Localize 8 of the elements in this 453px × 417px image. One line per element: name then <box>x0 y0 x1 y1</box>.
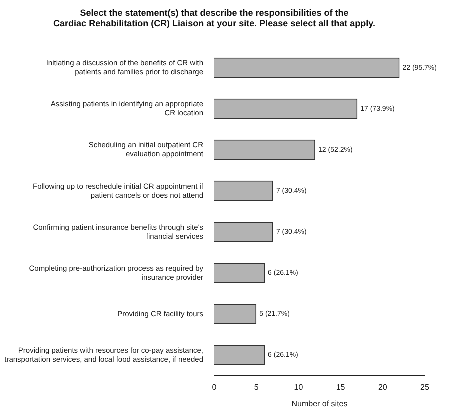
x-tick-label: 25 <box>420 382 430 392</box>
chart-title: Select the statement(s) that describe the responsibilities of the Cardiac Rehabilitation (CR) Liaison at your site. Please select all that apply. <box>54 8 376 29</box>
x-axis-title: Number of sites <box>292 399 348 408</box>
x-tick-label: 10 <box>294 382 304 392</box>
x-tick-label: 15 <box>336 382 346 392</box>
x-tick-label: 20 <box>378 382 388 392</box>
x-tick-label: 5 <box>254 382 260 392</box>
x-tick-label: 0 <box>212 382 218 392</box>
